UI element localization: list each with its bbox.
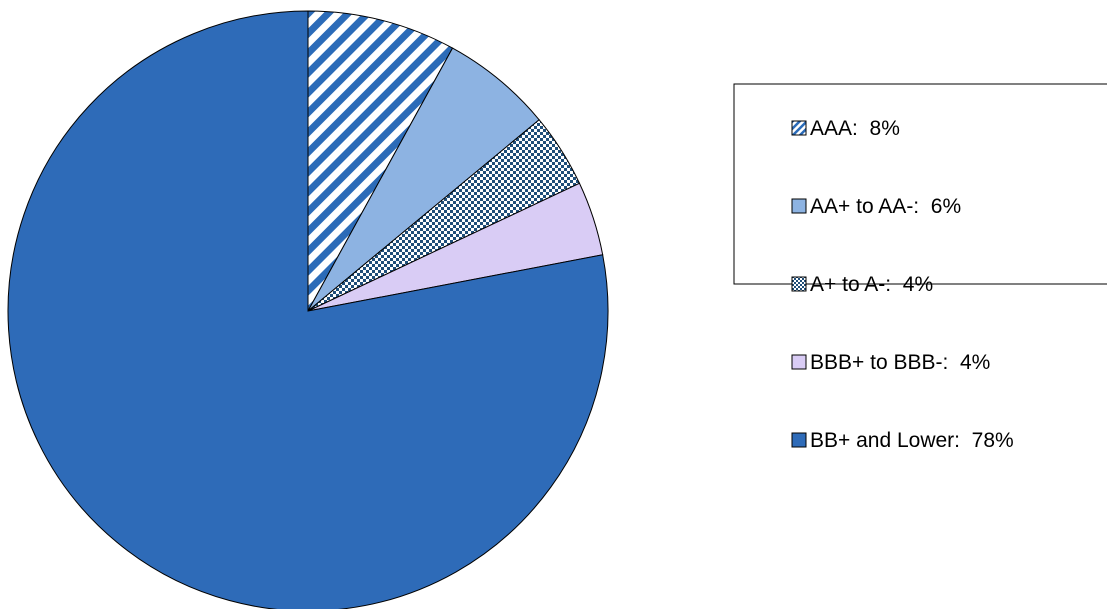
pie-slice-aaa [307, 10, 454, 312]
pie-slice-bb-and-lower [7, 10, 609, 609]
legend-swatch-aa-to-aa [791, 198, 807, 214]
legend-box [733, 83, 1107, 285]
legend-swatch-a-to-a [791, 276, 807, 292]
legend-label-bb-and-lower: BB+ and Lower: 78% [810, 429, 1014, 452]
pie-slices [7, 10, 609, 609]
legend: AAA: 8% AA+ to AA-: 6% A+ to A-: 4% BBB+ to… [733, 83, 1107, 452]
legend-label-bbb-to-bbb: BBB+ to BBB-: 4% [810, 351, 990, 374]
legend-label-aa-to-aa: AA+ to AA-: 6% [810, 195, 961, 218]
legend-label-aaa: AAA: 8% [810, 117, 900, 140]
legend-swatch-bbb-to-bbb [791, 354, 807, 370]
legend-label-a-to-a: A+ to A-: 4% [810, 273, 933, 296]
legend-swatch-aaa [791, 120, 807, 136]
legend-swatch-bb-and-lower [791, 432, 807, 448]
